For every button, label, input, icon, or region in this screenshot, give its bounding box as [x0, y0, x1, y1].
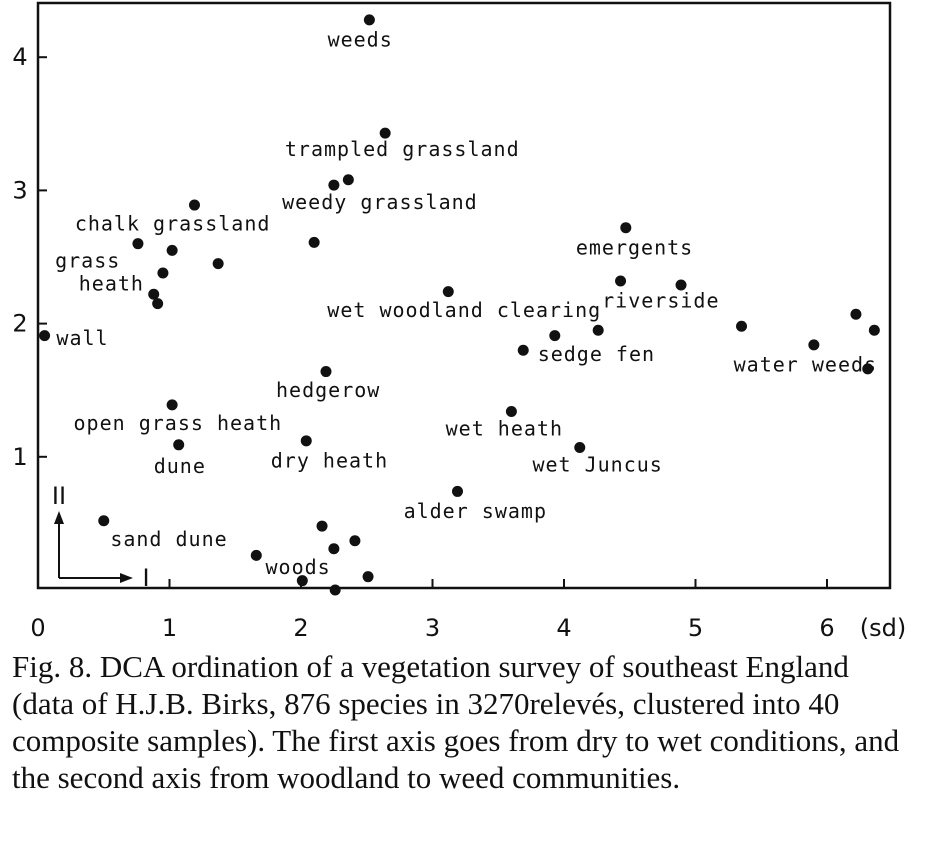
data-point — [862, 363, 874, 375]
data-point — [620, 222, 632, 234]
site-label: open grass heath — [74, 411, 283, 435]
site-label: trampled grassland — [285, 137, 520, 161]
data-point — [320, 366, 332, 378]
x-tick-label: 4 — [556, 614, 571, 640]
site-labels: weeds trampled grassland weedy grassland ch… — [55, 28, 877, 579]
site-label: grass — [55, 249, 120, 273]
data-point — [98, 515, 110, 527]
site-label: sedge fen — [538, 342, 655, 366]
data-point — [505, 406, 517, 418]
axis-indicator-up-arrowhead — [54, 511, 64, 524]
data-point — [328, 543, 340, 555]
site-label: wet woodland clearing — [327, 298, 601, 322]
x-tick-label: 0 — [30, 614, 45, 640]
data-point — [308, 236, 320, 248]
site-label: weedy grassland — [282, 190, 478, 214]
site-label: water weeds — [734, 353, 877, 377]
data-point — [166, 399, 178, 411]
dca-ordination-chart: 0 1 2 3 4 5 6 (sd) 1 2 3 4 II I weeds trampled grass… — [12, 1, 906, 640]
data-point — [132, 238, 144, 250]
data-point — [173, 439, 185, 451]
site-label: emergents — [576, 235, 693, 259]
y-tick-label: 2 — [12, 310, 27, 338]
site-label: wet heath — [446, 416, 563, 440]
data-point — [736, 320, 748, 332]
data-point — [157, 267, 169, 279]
data-point — [675, 279, 687, 291]
data-point — [615, 275, 627, 287]
site-label: wet Juncus — [532, 452, 662, 476]
x-axis-unit-label: (sd) — [860, 614, 906, 640]
y-tick-label: 1 — [12, 443, 27, 471]
data-point — [379, 127, 391, 139]
data-point — [166, 244, 178, 256]
axis-indicator-horizontal-label: I — [142, 564, 149, 592]
data-point — [868, 324, 880, 336]
data-point — [188, 199, 200, 211]
site-label: hedgerow — [276, 378, 380, 402]
site-label: woods — [265, 555, 330, 579]
data-point — [363, 14, 375, 26]
site-label: chalk grassland — [75, 211, 271, 235]
site-label: wall — [56, 326, 108, 350]
plot-frame — [36, 1, 892, 590]
x-tick-label: 5 — [688, 614, 703, 640]
x-tick-label: 6 — [819, 614, 834, 640]
site-label: dune — [154, 454, 206, 478]
data-point — [152, 298, 164, 310]
data-point — [574, 441, 586, 453]
data-point — [451, 485, 463, 497]
site-label: dry heath — [271, 448, 388, 472]
site-label: riverside — [602, 289, 719, 313]
data-point — [592, 324, 604, 336]
x-tick-label: 3 — [425, 614, 440, 640]
data-point — [39, 330, 51, 342]
data-point — [316, 520, 328, 532]
data-point — [328, 179, 340, 191]
data-point — [349, 535, 361, 547]
data-point — [442, 286, 454, 298]
data-point — [250, 549, 262, 561]
y-tick-label: 3 — [12, 176, 27, 204]
data-point — [148, 288, 160, 300]
data-point — [212, 258, 224, 270]
data-point — [329, 584, 341, 596]
data-point — [549, 330, 561, 342]
data-point — [342, 174, 354, 186]
data-point — [850, 308, 862, 320]
y-tick-label: 4 — [12, 43, 27, 71]
x-tick-label: 2 — [293, 614, 308, 640]
axis-indicator-vertical-label: II — [52, 482, 66, 510]
data-point — [517, 344, 529, 356]
axis-ticks: 0 1 2 3 4 5 6 (sd) 1 2 3 4 — [12, 43, 906, 640]
figure-caption: Fig. 8. DCA ordination of a vegetation s… — [12, 649, 900, 795]
x-tick-label: 1 — [162, 614, 177, 640]
axis-indicator: II I — [52, 482, 150, 592]
data-points — [39, 14, 880, 596]
data-point — [296, 575, 308, 587]
axis-indicator-right-arrowhead — [120, 573, 133, 583]
data-point — [808, 339, 820, 351]
data-point — [362, 571, 374, 583]
site-label: weeds — [328, 28, 393, 52]
site-label: alder swamp — [404, 499, 547, 523]
site-label: sand dune — [110, 527, 227, 551]
site-label: heath — [79, 271, 144, 295]
data-point — [300, 435, 312, 447]
